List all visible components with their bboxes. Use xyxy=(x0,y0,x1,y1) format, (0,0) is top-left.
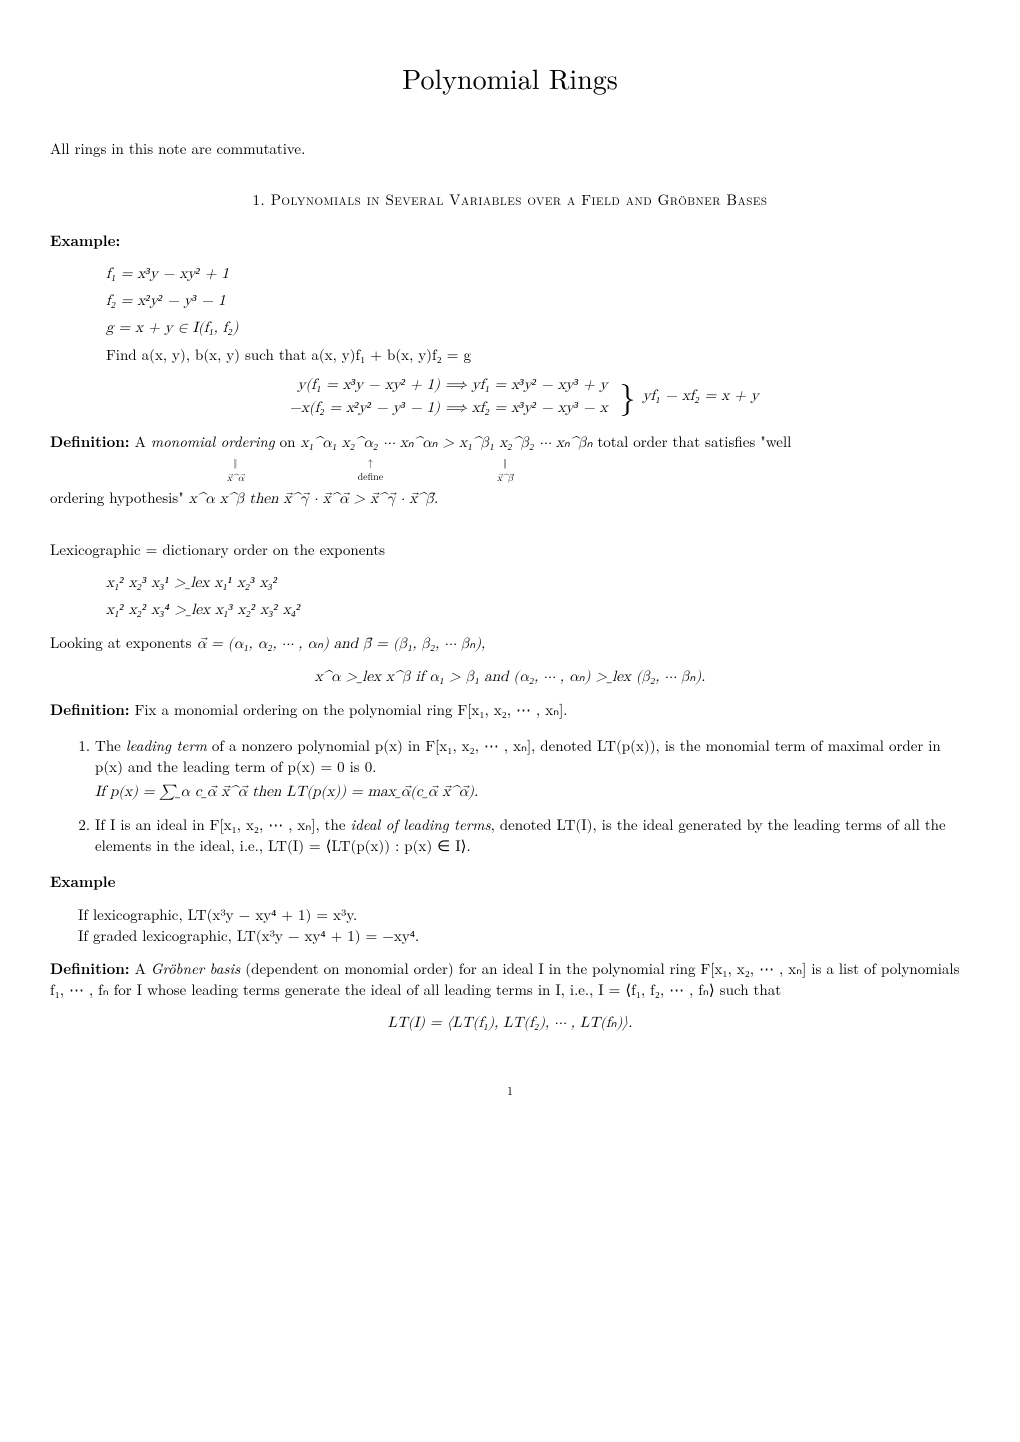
definition-label-2: Definition: xyxy=(50,699,130,720)
equals-icon-2: ‖ xyxy=(503,456,507,469)
grobner-term: Gröbner basis xyxy=(151,958,240,979)
item1-mid: of a nonzero polynomial p(x) in F[x₁, x₂… xyxy=(95,735,941,777)
lex-example-1: x₁² x₂³ x₃¹ >_lex x₁¹ x₂³ x₃² xyxy=(106,572,970,593)
def-text-pre: A xyxy=(135,431,151,452)
def-text-mid: on xyxy=(275,431,301,452)
def-text-post: total order that satisfies "well xyxy=(597,431,791,452)
sub-x-alpha: x⃗^α⃗ xyxy=(227,473,244,483)
def-term-monomial-ordering: monomial ordering xyxy=(151,431,275,452)
item2-pre: If I is an ideal in F[x₁, x₂, ⋯ , xₙ], t… xyxy=(95,814,350,835)
sub-x-beta: x⃗^β⃗ xyxy=(497,473,513,483)
looking-pre: Looking at exponents xyxy=(50,632,197,653)
derivation-line1: y(f₁ = x³y − xy² + 1) ⟹ yf₁ = x³y² − xy³… xyxy=(288,373,613,396)
section-heading: 1. Polynomials in Several Variables over… xyxy=(50,189,970,210)
grobner-formula: LT(I) = ⟨LT(f₁), LT(f₂), ⋯ , LT(fₙ)⟩. xyxy=(50,1012,970,1033)
definition-label: Definition: xyxy=(50,431,130,452)
def-item-2: If I is an ideal in F[x₁, x₂, ⋯ , xₙ], t… xyxy=(95,814,970,856)
item1-pre: The xyxy=(95,735,126,756)
find-text: Find a(x, y), b(x, y) such that a(x, y)f… xyxy=(106,344,970,365)
equation-f1: f₁ = x³y − xy² + 1 xyxy=(106,263,970,284)
monomial-formula: x₁^α₁ x₂^α₂ ⋯ xₙ^αₙ > x₁^β₁ x₂^β₂ ⋯ xₙ^β… xyxy=(301,435,593,450)
derivation-line2: −x(f₂ = x²y² − y³ − 1) ⟹ xf₂ = x³y² − xy… xyxy=(288,396,613,419)
up-arrow-icon: ↑ xyxy=(368,455,373,469)
example-label-2: Example xyxy=(50,871,115,892)
derivation-result: yf₁ − xf₂ = x + y xyxy=(642,373,760,419)
example2-line2: If graded lexicographic, LT(x³y − xy⁴ + … xyxy=(78,925,970,946)
grobner-pre: A xyxy=(135,958,151,979)
example2-line1: If lexicographic, LT(x³y − xy⁴ + 1) = x³… xyxy=(78,904,970,925)
section-title: Polynomials in Several Variables over a … xyxy=(271,189,768,210)
equals-icon: ‖ xyxy=(234,456,238,469)
brace-icon: } xyxy=(614,373,642,419)
item2-term: ideal of leading terms xyxy=(350,814,490,835)
lex-rule: x^α >_lex x^β if α₁ > β₁ and (α₂, ⋯ , αₙ… xyxy=(50,666,970,687)
looking-formula: α⃗ = (α₁, α₂, ⋯ , αₙ) and β⃗ = (β₁, β₂, … xyxy=(197,636,486,651)
item1-term: leading term xyxy=(126,735,207,756)
def-item-1: The leading term of a nonzero polynomial… xyxy=(95,735,970,802)
definition-label-3: Definition: xyxy=(50,958,130,979)
equation-g: g = x + y ∈ I(f₁, f₂) xyxy=(106,317,970,338)
page-title: Polynomial Rings xyxy=(50,59,970,98)
section-number: 1. xyxy=(253,189,266,210)
def-lt-intro: Fix a monomial ordering on the polynomia… xyxy=(135,699,568,720)
page-number: 1 xyxy=(50,1083,970,1100)
intro-text: All rings in this note are commutative. xyxy=(50,138,970,159)
lex-example-2: x₁² x₂² x₃⁴ >_lex x₁³ x₂² x₃² x₄² xyxy=(106,599,970,620)
sub-define: define xyxy=(358,469,384,483)
lex-intro: Lexicographic = dictionary order on the … xyxy=(50,539,970,560)
equation-f2: f₂ = x²y² − y³ − 1 xyxy=(106,290,970,311)
example-label: Example: xyxy=(50,230,120,251)
hypothesis-pre: ordering hypothesis" xyxy=(50,487,189,508)
item1-formula: If p(x) = ∑_α c_α⃗ x⃗^α⃗ then LT(p(x)) =… xyxy=(95,781,970,802)
hypothesis-formula: x^α x^β then x⃗^γ⃗ · x⃗^α⃗ > x⃗^γ⃗ · x⃗^… xyxy=(189,491,438,506)
